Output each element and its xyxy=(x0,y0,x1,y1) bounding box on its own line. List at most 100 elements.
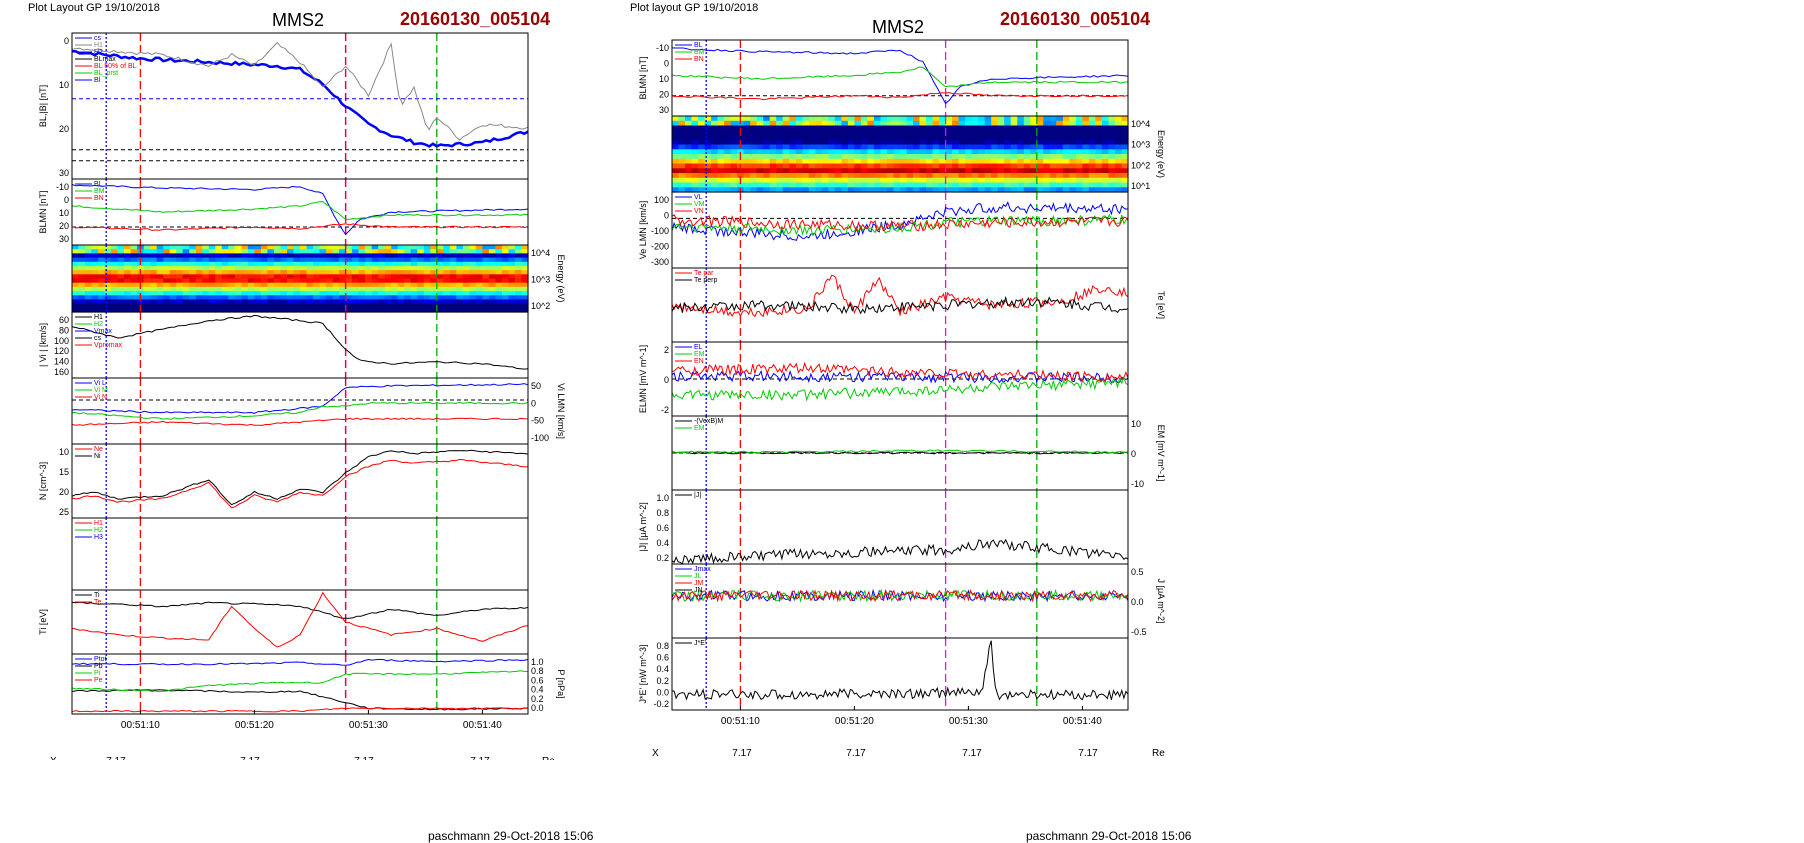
spectrogram-cell xyxy=(802,158,810,165)
spectrogram-cell xyxy=(208,249,216,254)
spectrogram-cell xyxy=(260,282,268,288)
spectrogram-cell xyxy=(150,257,158,263)
spectrogram-cell xyxy=(234,245,242,250)
spectrogram-cell xyxy=(111,261,119,267)
time-tick-label: 00:51:20 xyxy=(835,716,874,727)
spectrogram-cell xyxy=(130,274,138,280)
spectrogram-cell xyxy=(326,249,334,254)
spectrogram-cell xyxy=(952,168,960,174)
spectrogram-cell xyxy=(72,253,80,259)
spectrogram-cell xyxy=(404,295,412,301)
spectrogram-cell xyxy=(221,270,229,275)
spectrogram-cell xyxy=(854,154,862,160)
spectrogram-cell xyxy=(254,257,262,263)
spectrogram-cell xyxy=(319,274,327,280)
spectrogram-cell xyxy=(150,249,158,254)
spectrogram-cell xyxy=(1121,158,1129,165)
spectrogram-cell xyxy=(913,149,921,155)
spectrogram-cell xyxy=(410,307,418,313)
spectrogram-cell xyxy=(488,249,496,254)
series-line-1 xyxy=(71,314,529,370)
spectrogram-cell xyxy=(404,282,412,288)
spectrogram-cell xyxy=(326,286,334,292)
spectrogram-cell xyxy=(501,291,509,296)
spectrogram-cell xyxy=(111,249,119,254)
spectrogram-cell xyxy=(880,149,888,155)
spectrogram-cell xyxy=(169,307,177,313)
spectrogram-cell xyxy=(854,187,862,193)
spectrogram-cell xyxy=(867,154,875,160)
spectrogram-cell xyxy=(1056,125,1064,131)
spectrogram-cell xyxy=(332,257,340,263)
spectrogram-cell xyxy=(391,261,399,267)
spectrogram-cell xyxy=(828,154,836,160)
spectrogram-cell xyxy=(926,116,934,122)
spectrogram-cell xyxy=(672,139,680,146)
spectrogram-cell xyxy=(834,135,842,141)
spectrogram-cell xyxy=(287,265,295,271)
spectrogram-cell xyxy=(1023,173,1031,179)
legend-entry: Ti xyxy=(94,592,100,599)
spectrogram-cell xyxy=(176,278,184,284)
spectrogram-cell xyxy=(488,307,496,313)
spectrogram-cell xyxy=(1101,154,1109,160)
spectrogram-cell xyxy=(365,265,373,271)
spectrogram-cell xyxy=(750,144,758,150)
spectrogram-cell xyxy=(900,173,908,179)
y-tick-label: 0.8 xyxy=(656,508,669,518)
spectrogram-cell xyxy=(104,282,112,288)
spectrogram-cell xyxy=(78,261,86,267)
spectrogram-cell xyxy=(717,116,725,122)
spectrogram-cell xyxy=(163,282,171,288)
spectrogram-cell xyxy=(834,187,842,193)
spectrogram-cell xyxy=(756,144,764,150)
spectrogram-cell xyxy=(685,173,693,179)
spectrogram-cell xyxy=(124,307,132,313)
spectrogram-cell xyxy=(965,149,973,155)
spectrogram-cell xyxy=(313,245,321,250)
spectrogram-cell xyxy=(436,257,444,263)
spectrogram-cell xyxy=(495,261,503,267)
spectrogram-cell xyxy=(326,307,334,313)
spectrogram-cell xyxy=(501,282,509,288)
spectrogram-cell xyxy=(150,299,158,305)
spectrogram-cell xyxy=(847,139,855,146)
spectrogram-cell xyxy=(789,173,797,179)
spectrogram-cell xyxy=(208,265,216,271)
spectrogram-cell xyxy=(1017,158,1025,165)
spectrogram-cell xyxy=(404,278,412,284)
spectrogram-cell xyxy=(997,135,1005,141)
spectrogram-cell xyxy=(724,173,732,179)
spectrogram-cell xyxy=(521,303,529,309)
spectrogram-cell xyxy=(698,149,706,155)
spectrogram-cell xyxy=(776,154,784,160)
spectrogram-cell xyxy=(887,139,895,146)
spectrogram-cell xyxy=(189,278,197,284)
spectrogram-cell xyxy=(1075,173,1083,179)
spectrogram-cell xyxy=(443,261,451,267)
series-line-1 xyxy=(71,658,529,666)
spectrogram-cell xyxy=(854,116,862,122)
spectrogram-cell xyxy=(782,163,790,169)
spectrogram-cell xyxy=(750,187,758,193)
spectrogram-cell xyxy=(841,163,849,169)
spectrogram-cell xyxy=(984,173,992,179)
spectrogram-cell xyxy=(345,249,353,254)
spectrogram-cell xyxy=(763,149,771,155)
spectrogram-cell xyxy=(795,120,803,127)
spectrogram-cell xyxy=(202,261,210,267)
spectrogram-cell xyxy=(234,253,242,259)
spectrogram-cell xyxy=(234,299,242,305)
spectrogram-cell xyxy=(880,130,888,136)
spectrogram-cell xyxy=(1023,163,1031,169)
spectrogram-cell xyxy=(352,291,360,296)
spectrogram-cell xyxy=(339,270,347,275)
spectrogram-cell xyxy=(1101,149,1109,155)
spectrogram-cell xyxy=(169,299,177,305)
spectrogram-cell xyxy=(1004,116,1012,122)
spectrogram-cell xyxy=(997,182,1005,188)
spectrogram-cell xyxy=(267,274,275,280)
spectrogram-cell xyxy=(130,303,138,309)
spectrogram-cell xyxy=(821,135,829,141)
spectrogram-cell xyxy=(469,286,477,292)
